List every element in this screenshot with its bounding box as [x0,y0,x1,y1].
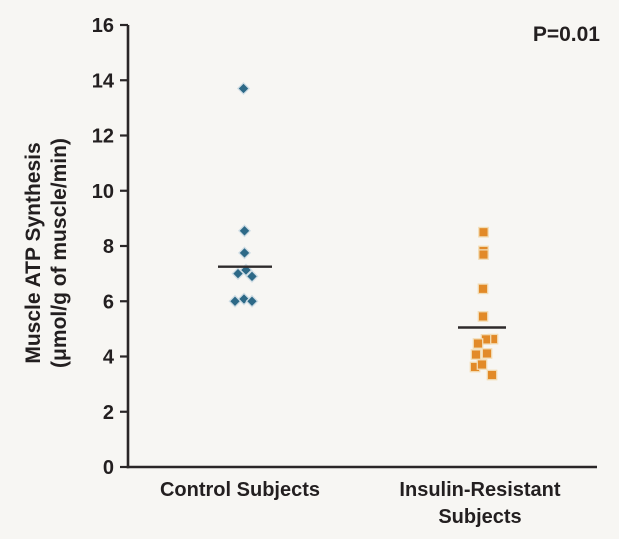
data-point-square [478,249,489,260]
y-tick-label: 16 [92,15,114,37]
data-point-diamond [245,294,259,308]
data-point-square [477,283,489,295]
p-value-annotation: P=0.01 [533,23,600,46]
y-tick-label: 6 [103,291,114,313]
data-point-diamond [237,224,252,238]
y-tick-label: 10 [92,181,114,203]
y-tick-label: 4 [103,347,115,369]
data-point-square [481,348,493,359]
data-point-square [470,349,482,360]
data-point-square [476,359,488,370]
x-category-label: Subjects [438,506,521,528]
data-point-diamond [237,246,252,260]
y-tick-label: 0 [103,457,114,479]
data-point-diamond [236,82,251,96]
y-tick-label: 2 [103,402,114,424]
y-axis-title-line: Muscle ATP Synthesis [22,142,45,363]
x-category-label: Control Subjects [160,479,320,501]
y-tick-label: 12 [92,126,114,148]
data-point-square [486,369,498,381]
y-axis-title-line: (μmol/g of muscle/min) [48,138,71,368]
y-tick-label: 14 [92,70,115,92]
data-point-diamond [245,269,259,283]
data-point-diamond [228,294,242,308]
x-category-label: Insulin-Resistant [399,479,560,501]
y-tick-label: 8 [103,236,114,258]
data-point-square [477,311,489,322]
data-point-diamond [231,267,245,281]
data-point-square [472,338,484,349]
data-point-square [478,226,489,238]
